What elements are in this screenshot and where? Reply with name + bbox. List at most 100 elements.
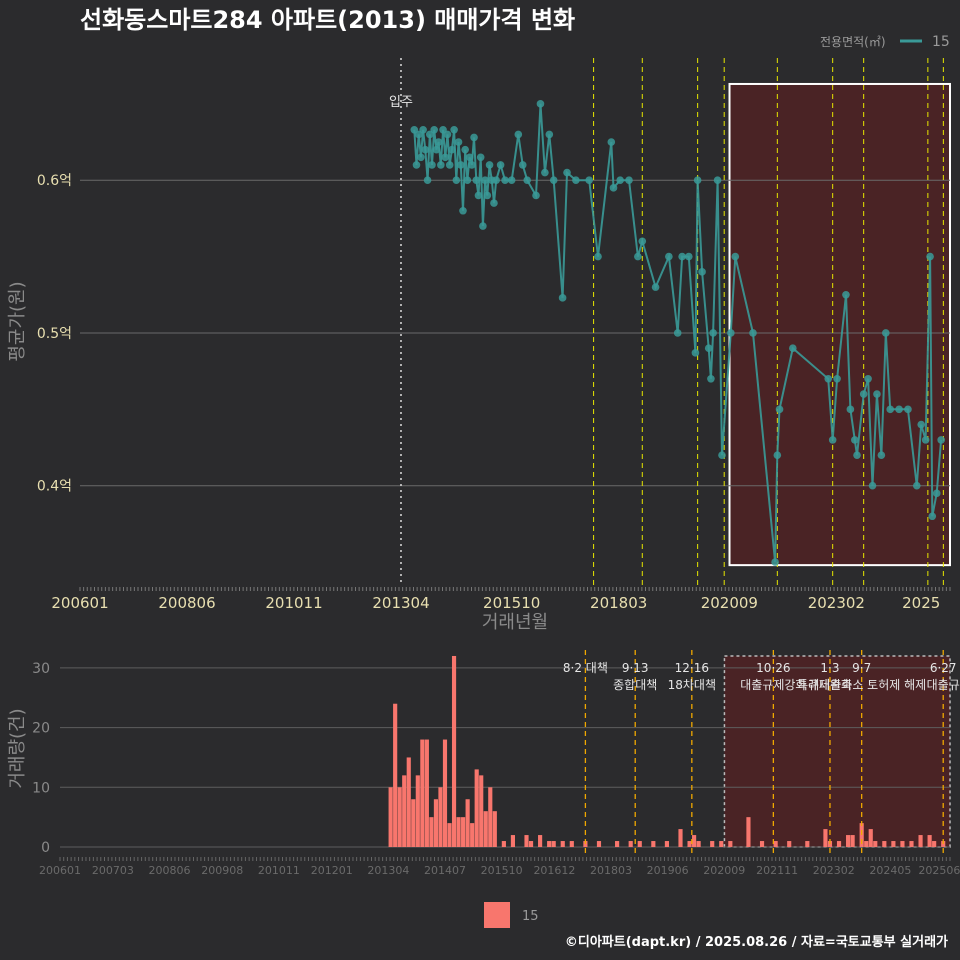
x-tick-label: 200908 [201, 864, 243, 877]
x-tick-label: 201304 [372, 594, 429, 612]
volume-bar [868, 829, 873, 847]
data-point [483, 191, 492, 200]
data-point [709, 329, 717, 337]
data-point [437, 161, 445, 169]
volume-bar [773, 841, 778, 847]
volume-bar [719, 841, 724, 847]
data-point [882, 329, 890, 337]
volume-bar [823, 829, 828, 847]
data-point [691, 349, 700, 357]
data-point [928, 512, 937, 521]
volume-bar [393, 703, 398, 847]
volume-bar [510, 835, 516, 847]
volume-bar [710, 841, 715, 847]
y-tick-label: 20 [32, 721, 50, 737]
policy-annotation: 1·3 [820, 661, 839, 675]
y-tick-label: 30 [32, 661, 50, 677]
volume-bar [501, 841, 506, 847]
chart-title: 선화동스마트284 아파트(2013) 매매가격 변화 [80, 6, 575, 34]
volume-bar [882, 841, 887, 847]
volume-bar [420, 739, 425, 847]
volume-bar [787, 841, 792, 847]
volume-bar [451, 655, 457, 847]
volume-bar [456, 817, 461, 847]
policy-annotation: 9·13 [622, 661, 649, 675]
volume-bar [461, 817, 466, 847]
y-tick-label: 0 [41, 840, 50, 856]
data-point [607, 138, 616, 146]
x-tick-label: 200703 [92, 864, 134, 877]
data-point [443, 130, 452, 139]
volume-bar [746, 817, 751, 847]
data-point [496, 161, 505, 169]
data-point [926, 252, 934, 261]
data-point [877, 451, 886, 459]
volume-bar [438, 787, 443, 847]
data-point [430, 125, 438, 134]
volume-bar [687, 841, 692, 847]
data-point [851, 436, 859, 444]
volume-bar [941, 841, 946, 847]
policy-annotation: 특례대출축소 토허제 해제 [797, 678, 926, 692]
volume-bar [696, 841, 701, 847]
data-point [684, 252, 693, 261]
data-point [917, 420, 926, 429]
volume-bar [488, 787, 493, 847]
data-point [476, 153, 485, 162]
volume-bar [918, 835, 923, 847]
x-tick-label: 200806 [148, 864, 190, 877]
x-tick-label: 202506 [918, 864, 960, 877]
data-point [731, 252, 740, 261]
data-point [452, 176, 461, 185]
volume-bar [465, 799, 470, 847]
volume-bar [664, 841, 669, 847]
data-point [541, 168, 549, 177]
data-point [417, 153, 425, 162]
data-point [625, 176, 633, 185]
data-point [421, 145, 430, 154]
x-tick-label: 201803 [590, 594, 647, 612]
volume-bar [397, 787, 402, 847]
volume-bar [805, 841, 810, 847]
volume-bar [402, 775, 407, 847]
volume-bar [551, 841, 556, 847]
volume-bar [429, 817, 434, 847]
data-point [432, 145, 441, 154]
x-tick-label: 200601 [51, 594, 108, 612]
x-tick-label: 202111 [756, 864, 798, 877]
policy-annotation: 6·27 [930, 661, 957, 675]
volume-bar [864, 841, 869, 847]
data-point [707, 374, 715, 383]
volume-bar [846, 835, 851, 847]
bottom-legend-label: 15 [522, 909, 539, 924]
legend-item-label: 15 [932, 34, 950, 50]
volume-bar [637, 841, 642, 847]
policy-annotation: 종합대책 [613, 677, 657, 692]
data-point [713, 176, 722, 185]
data-point [771, 558, 779, 566]
data-point [456, 161, 465, 169]
highlight-box [723, 655, 951, 848]
data-point [472, 176, 481, 185]
legend-title: 전용면적(㎡) [820, 35, 886, 49]
volume-bar [932, 841, 937, 847]
data-point [727, 329, 735, 337]
data-point [859, 390, 868, 398]
policy-annotation: 12·16 [675, 661, 709, 675]
data-point [842, 290, 850, 299]
data-point [479, 222, 487, 230]
x-tick-label: 201407 [424, 864, 466, 877]
y-tick-label: 10 [32, 780, 50, 796]
volume-bar [628, 841, 633, 847]
y-tick-label: 0.4억 [37, 479, 72, 495]
data-point [585, 176, 593, 185]
data-point [673, 329, 682, 337]
volume-bar [470, 823, 475, 847]
x-tick-label: 2025 [902, 594, 940, 612]
data-point [474, 191, 483, 200]
x-tick-label: 201612 [533, 864, 575, 877]
volume-bar [873, 841, 878, 847]
volume-bar-chart: 0 10 20 30 200601 200703 200806 200908 201011 201… [7, 650, 960, 877]
x-tick-label: 200601 [39, 864, 81, 877]
volume-bar [651, 841, 656, 847]
